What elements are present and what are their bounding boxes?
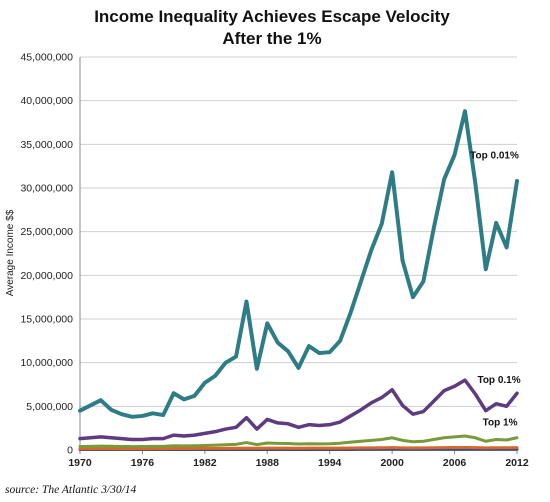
y-tick-label: 15,000,000 bbox=[20, 314, 73, 326]
series-annotation: Top 0.1% bbox=[477, 375, 520, 386]
y-tick-label: 40,000,000 bbox=[20, 95, 73, 107]
chart-title: Income Inequality Achieves Escape Veloci… bbox=[94, 7, 450, 26]
axes bbox=[79, 57, 518, 454]
y-tick-labels: 0 5,000,000 10,000,000 15,000,000 20,000,000… bbox=[20, 52, 73, 457]
series-line-top-0-1 bbox=[78, 378, 519, 442]
y-tick-label: 45,000,000 bbox=[20, 52, 73, 64]
x-tick-label: 1982 bbox=[193, 457, 217, 469]
y-tick-label: 30,000,000 bbox=[20, 183, 73, 195]
x-tick-label: 1988 bbox=[256, 457, 280, 469]
y-tick-label: 0 bbox=[67, 445, 73, 457]
y-tick-label: 35,000,000 bbox=[20, 139, 73, 151]
series-line-top-1 bbox=[78, 434, 519, 449]
x-tick-labels: 1970 1976 1982 1988 1994 2000 2006 2012 bbox=[68, 457, 529, 469]
series-line-unlabeled-3 bbox=[78, 445, 519, 451]
y-tick-label: 20,000,000 bbox=[20, 270, 73, 282]
series-annotation: Top 0.01% bbox=[470, 150, 519, 161]
x-tick-label: 2006 bbox=[443, 457, 467, 469]
chart-subtitle: After the 1% bbox=[222, 29, 321, 48]
x-tick-label: 1976 bbox=[131, 457, 155, 469]
source-note: source: The Atlantic 3/30/14 bbox=[5, 484, 137, 496]
y-tick-label: 5,000,000 bbox=[26, 401, 73, 413]
y-tick-label: 25,000,000 bbox=[20, 226, 73, 238]
series-annotations: Top 0.01% Top 0.1% Top 1% bbox=[470, 150, 521, 428]
x-tick-label: 1970 bbox=[68, 457, 92, 469]
x-tick-label: 2012 bbox=[505, 457, 529, 469]
grid-lines bbox=[80, 56, 517, 407]
series-annotation: Top 1% bbox=[483, 418, 518, 429]
y-axis-label: Average Income $$ bbox=[5, 209, 16, 296]
series-lines bbox=[78, 109, 519, 452]
x-tick-label: 2000 bbox=[380, 457, 404, 469]
y-tick-label: 10,000,000 bbox=[20, 357, 73, 369]
series-line-top-0-01 bbox=[78, 109, 519, 419]
x-tick-label: 1994 bbox=[318, 457, 342, 469]
